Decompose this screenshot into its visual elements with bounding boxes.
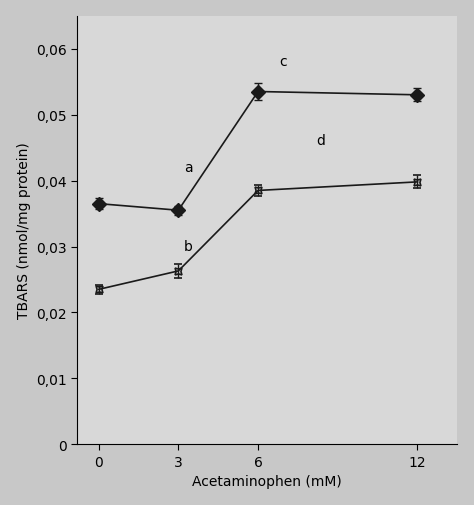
Text: d: d — [317, 134, 325, 148]
X-axis label: Acetaminophen (mM): Acetaminophen (mM) — [192, 474, 342, 488]
Y-axis label: TBARS (nmol/mg protein): TBARS (nmol/mg protein) — [17, 142, 31, 319]
Text: c: c — [279, 55, 287, 69]
Text: b: b — [183, 239, 192, 254]
Text: a: a — [183, 161, 192, 174]
